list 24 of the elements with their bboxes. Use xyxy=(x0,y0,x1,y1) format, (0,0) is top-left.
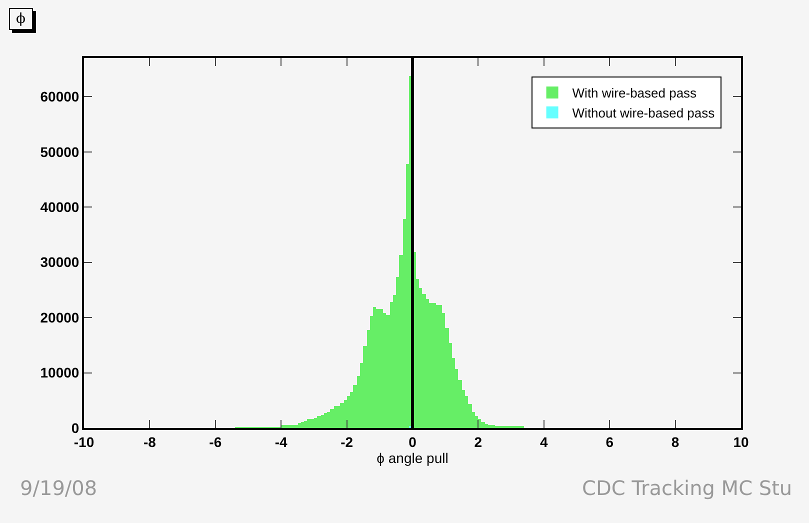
x-tick-label: 0 xyxy=(408,434,417,450)
x-axis-title: ϕ angle pull xyxy=(376,450,448,466)
x-tick-label: 6 xyxy=(606,434,614,450)
x-tick-label: 8 xyxy=(671,434,680,450)
x-tick-label: -8 xyxy=(143,434,156,450)
x-tick-label: 2 xyxy=(474,434,482,450)
legend-label: With wire-based pass xyxy=(572,86,698,101)
x-tick-label: -4 xyxy=(274,434,288,450)
x-tick-label: -2 xyxy=(340,434,354,450)
y-tick-label: 60000 xyxy=(40,88,80,105)
x-tick-label: -6 xyxy=(209,434,222,450)
text: CDC Tracking MC Stu xyxy=(582,476,792,500)
x-tick-label: -10 xyxy=(74,434,94,450)
y-tick-label: 40000 xyxy=(40,199,80,215)
y-tick-label: 10000 xyxy=(40,364,80,381)
legend-label: Without wire-based pass xyxy=(572,105,716,120)
text: 9/19/08 xyxy=(20,476,98,500)
y-tick-label: 20000 xyxy=(40,309,80,326)
chart-title: ϕ xyxy=(9,8,33,30)
y-tick-label: 0 xyxy=(71,420,80,436)
y-tick-label: 30000 xyxy=(40,254,80,270)
y-tick-label: 50000 xyxy=(40,144,80,160)
x-tick-label: 10 xyxy=(733,434,749,450)
x-tick-label: 4 xyxy=(540,434,548,450)
